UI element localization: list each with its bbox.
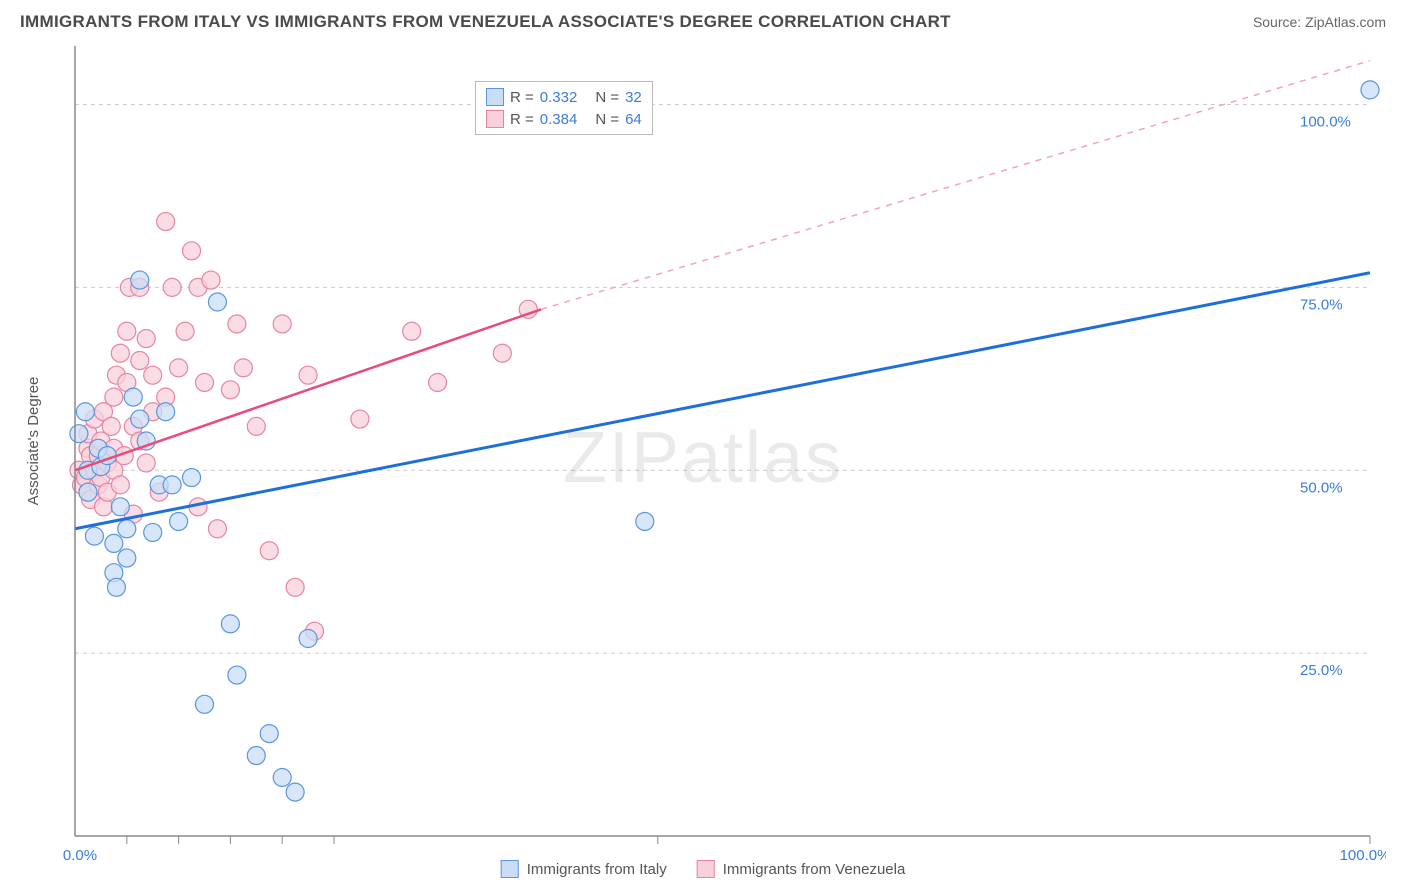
- legend-item-venezuela: Immigrants from Venezuela: [697, 860, 906, 878]
- n-value-italy: 32: [625, 89, 642, 106]
- point-italy: [118, 549, 136, 567]
- y-tick-label: 100.0%: [1300, 114, 1351, 131]
- r-label: R =: [510, 89, 534, 106]
- n-label: N =: [595, 89, 619, 106]
- legend-label-italy: Immigrants from Italy: [527, 861, 667, 878]
- series-legend: Immigrants from Italy Immigrants from Ve…: [501, 860, 906, 878]
- point-venezuela: [137, 330, 155, 348]
- point-italy: [131, 410, 149, 428]
- legend-item-italy: Immigrants from Italy: [501, 860, 667, 878]
- point-venezuela: [157, 213, 175, 231]
- legend-label-venezuela: Immigrants from Venezuela: [723, 861, 906, 878]
- point-venezuela: [111, 476, 129, 494]
- point-italy: [157, 403, 175, 421]
- swatch-venezuela: [486, 110, 504, 128]
- y-axis-title: Associate's Degree: [25, 377, 42, 506]
- point-italy: [107, 578, 125, 596]
- point-italy: [118, 520, 136, 538]
- point-italy: [221, 615, 239, 633]
- point-venezuela: [429, 373, 447, 391]
- r-value-venezuela: 0.384: [540, 111, 578, 128]
- y-tick-label: 25.0%: [1300, 662, 1343, 679]
- point-italy: [111, 498, 129, 516]
- point-italy: [79, 483, 97, 501]
- point-venezuela: [131, 352, 149, 370]
- chart-container: 25.0% 50.0% 75.0% 100.0% 0.0% 100.0% Associate…: [20, 36, 1386, 880]
- point-italy: [170, 512, 188, 530]
- point-italy: [196, 695, 214, 713]
- point-venezuela: [202, 271, 220, 289]
- n-label: N =: [595, 111, 619, 128]
- point-italy: [228, 666, 246, 684]
- point-italy: [76, 403, 94, 421]
- point-italy: [260, 725, 278, 743]
- swatch-italy: [501, 860, 519, 878]
- point-venezuela: [176, 322, 194, 340]
- source-attribution: Source: ZipAtlas.com: [1253, 14, 1386, 30]
- n-value-venezuela: 64: [625, 111, 642, 128]
- chart-title: IMMIGRANTS FROM ITALY VS IMMIGRANTS FROM…: [20, 12, 951, 32]
- swatch-venezuela: [697, 860, 715, 878]
- point-italy: [183, 469, 201, 487]
- legend-row-venezuela: R = 0.384 N = 64: [486, 108, 642, 130]
- source-prefix: Source:: [1253, 14, 1305, 30]
- point-italy: [1361, 81, 1379, 99]
- chart-header: IMMIGRANTS FROM ITALY VS IMMIGRANTS FROM…: [0, 0, 1406, 36]
- point-italy: [70, 425, 88, 443]
- point-venezuela: [403, 322, 421, 340]
- point-venezuela: [144, 366, 162, 384]
- point-venezuela: [260, 542, 278, 560]
- r-label: R =: [510, 111, 534, 128]
- point-venezuela: [247, 417, 265, 435]
- swatch-italy: [486, 88, 504, 106]
- trend-line-venezuela-extrapolated: [541, 61, 1370, 310]
- source-name: ZipAtlas.com: [1305, 14, 1386, 30]
- point-venezuela: [299, 366, 317, 384]
- point-venezuela: [493, 344, 511, 362]
- point-venezuela: [170, 359, 188, 377]
- correlation-legend: R = 0.332 N = 32 R = 0.384 N = 64: [475, 81, 653, 135]
- point-venezuela: [208, 520, 226, 538]
- point-italy: [163, 476, 181, 494]
- y-tick-label: 50.0%: [1300, 479, 1343, 496]
- point-venezuela: [351, 410, 369, 428]
- point-venezuela: [137, 454, 155, 472]
- legend-row-italy: R = 0.332 N = 32: [486, 86, 642, 108]
- point-venezuela: [196, 373, 214, 391]
- point-venezuela: [163, 278, 181, 296]
- point-italy: [299, 630, 317, 648]
- scatter-chart: 25.0% 50.0% 75.0% 100.0% 0.0% 100.0% Associate…: [20, 36, 1386, 880]
- point-venezuela: [102, 417, 120, 435]
- point-italy: [131, 271, 149, 289]
- point-venezuela: [286, 578, 304, 596]
- point-venezuela: [273, 315, 291, 333]
- point-italy: [273, 768, 291, 786]
- point-venezuela: [105, 388, 123, 406]
- point-italy: [105, 534, 123, 552]
- x-start-label: 0.0%: [63, 847, 97, 864]
- y-tick-label: 75.0%: [1300, 296, 1343, 313]
- point-italy: [124, 388, 142, 406]
- point-italy: [636, 512, 654, 530]
- point-italy: [85, 527, 103, 545]
- point-venezuela: [221, 381, 239, 399]
- point-venezuela: [183, 242, 201, 260]
- point-italy: [208, 293, 226, 311]
- point-italy: [144, 523, 162, 541]
- point-venezuela: [118, 322, 136, 340]
- point-venezuela: [228, 315, 246, 333]
- x-end-label: 100.0%: [1340, 847, 1386, 864]
- r-value-italy: 0.332: [540, 89, 578, 106]
- trend-line-italy: [75, 273, 1370, 529]
- point-venezuela: [111, 344, 129, 362]
- point-italy: [247, 747, 265, 765]
- point-italy: [286, 783, 304, 801]
- point-venezuela: [234, 359, 252, 377]
